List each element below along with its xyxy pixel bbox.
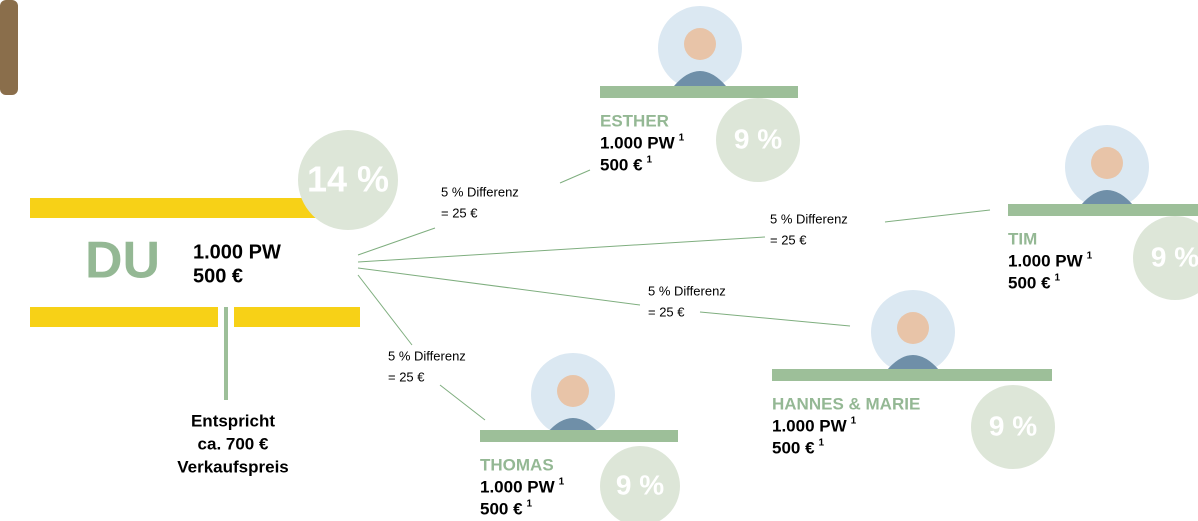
note: Verkaufspreis [177, 457, 289, 476]
edge-label: 5 % Differenz [388, 348, 466, 363]
badge-text: 14 % [307, 159, 389, 200]
badge-text: 9 % [734, 123, 782, 154]
badge-text: 9 % [1151, 241, 1198, 272]
footnote: 1 [1087, 251, 1093, 262]
corner-photo [0, 0, 18, 95]
node-name: HANNES & MARIE [772, 394, 920, 413]
badge-text: 9 % [989, 410, 1037, 441]
avatar-head [1091, 147, 1123, 179]
node-name: ESTHER [600, 111, 669, 130]
footnote: 1 [559, 477, 565, 488]
badge-text: 9 % [616, 469, 664, 500]
note: ca. 700 € [198, 434, 269, 453]
edge-label: 5 % Differenz [441, 184, 519, 199]
price: 500 € [772, 438, 815, 457]
node-name: THOMAS [480, 455, 554, 474]
footnote: 1 [819, 438, 825, 449]
footnote: 1 [527, 499, 533, 510]
node-name: TIM [1008, 229, 1037, 248]
footnote: 1 [679, 133, 685, 144]
points: 1.000 PW [480, 477, 556, 496]
points: 1.000 PW [193, 241, 281, 263]
edge-label: = 25 € [388, 369, 425, 384]
yellow-bar [30, 307, 218, 327]
footnote: 1 [851, 416, 857, 427]
points: 1.000 PW [772, 416, 848, 435]
price: 500 € [480, 499, 523, 518]
name-bar [772, 369, 1052, 381]
name-bar [600, 86, 798, 98]
avatar-head [897, 312, 929, 344]
price: 500 € [1008, 273, 1051, 292]
yellow-bar [234, 307, 360, 327]
note: Entspricht [191, 411, 275, 430]
edge-label: 5 % Differenz [648, 283, 726, 298]
points: 1.000 PW [1008, 251, 1084, 270]
edge-label: 5 % Differenz [770, 211, 848, 226]
footnote: 1 [647, 155, 653, 166]
avatar-head [557, 375, 589, 407]
footnote: 1 [1055, 273, 1061, 284]
name-bar [1008, 204, 1198, 216]
points: 1.000 PW [600, 133, 676, 152]
du-label: DU [85, 232, 160, 290]
diagram: 14 % DU 1.000 PW 500 € Entspricht ca. 70… [0, 0, 1198, 521]
avatar-head [684, 28, 716, 60]
edge-label: = 25 € [441, 205, 478, 220]
edge-label: = 25 € [770, 232, 807, 247]
price: 500 € [600, 155, 643, 174]
edge-label: = 25 € [648, 304, 685, 319]
name-bar [480, 430, 678, 442]
price: 500 € [193, 265, 243, 287]
